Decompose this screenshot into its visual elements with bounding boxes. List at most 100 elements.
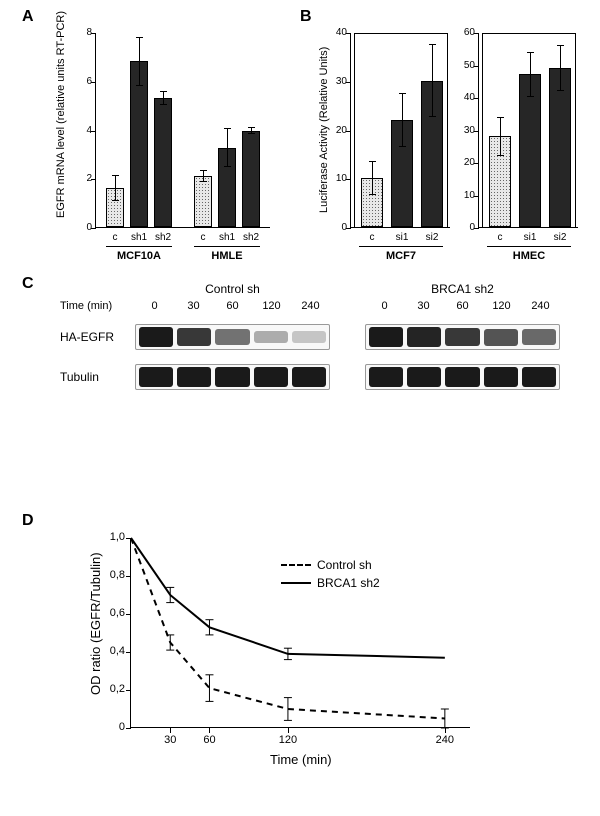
bar [242,131,260,227]
blot-band [254,367,288,387]
y-tick-label: 60 [457,27,475,38]
y-tick-label: 10 [457,190,475,201]
panel-c-blot: Control shBRCA1 sh2Time (min)03060120240… [60,282,550,398]
x-tick-label: c [485,232,515,243]
y-tick-label: 8 [78,27,92,38]
panel-a-plot-area: 02468csh1sh2MCF10Acsh1sh2HMLE [95,33,270,228]
legend: Control sh BRCA1 sh2 [281,556,380,592]
y-tick-label: 2 [78,173,92,184]
timepoint-label: 240 [521,300,560,312]
bar [549,68,571,227]
blot-band [407,327,441,347]
y-tick-label: 30 [457,125,475,136]
x-tick-label: sh1 [214,232,240,243]
panel-b-label: B [300,8,312,26]
y-tick-label: 50 [457,60,475,71]
blot-band [369,327,403,347]
x-tick-label: sh1 [126,232,152,243]
blot-band [177,367,211,387]
blot-band [522,367,556,387]
y-tick-label: 0,6 [99,607,125,619]
x-tick-label: si1 [387,232,417,243]
panel-b-chart: Luciferase Activity (Relative Units) 010… [320,28,580,253]
timepoint-label: 240 [291,300,330,312]
time-label: Time (min) [60,300,131,312]
bar [154,98,172,227]
y-tick-label: 0 [457,222,475,233]
blot-track [135,324,330,350]
y-tick-label: 0,8 [99,569,125,581]
legend-label: BRCA1 sh2 [317,576,380,590]
panel-c-label: C [22,275,34,293]
bar [519,74,541,227]
x-tick-label: c [102,232,128,243]
blot-track [365,324,560,350]
blot-band [292,367,326,387]
y-tick-label: 20 [457,157,475,168]
x-tick-label: si1 [515,232,545,243]
y-tick-label: 0,2 [99,683,125,695]
timepoint-label: 0 [135,300,174,312]
blot-band [254,331,288,344]
timepoint-label: 60 [213,300,252,312]
y-tick-label: 40 [329,27,347,38]
blot-band [484,329,518,346]
panel-d-chart: OD ratio (EGFR/Tubulin) 00,20,40,60,81,0… [80,530,500,775]
group-label: MCF10A [106,250,172,262]
panel-d-plot-area: 00,20,40,60,81,03060120240Control shBRCA… [130,538,470,728]
y-tick-label: 40 [457,92,475,103]
blot-band [215,329,249,345]
x-tick-label: sh2 [238,232,264,243]
panel-d-xtitle: Time (min) [270,752,332,767]
panel-d-label: D [22,512,34,530]
y-tick-label: 10 [329,173,347,184]
blot-band [445,328,479,347]
bar [130,61,148,227]
blot-band [215,367,249,387]
blot-track [365,364,560,390]
y-tick-label: 30 [329,76,347,87]
blot-band [484,367,518,387]
timepoint-label: 30 [174,300,213,312]
blot-band [522,329,556,345]
legend-label: Control sh [317,558,372,572]
blot-band [407,367,441,387]
x-tick-label: sh2 [150,232,176,243]
group-label: HMLE [194,250,260,262]
blot-band [139,327,173,347]
y-tick-label: 6 [78,76,92,87]
blot-row-label: HA-EGFR [60,330,129,344]
group-label: HMEC [479,250,579,262]
x-tick-label: si2 [417,232,447,243]
y-tick-label: 1,0 [99,531,125,543]
blot-band [369,367,403,387]
y-tick-label: 0 [99,721,125,733]
blot-header-right: BRCA1 sh2 [365,282,560,296]
x-tick-label: 60 [195,734,223,746]
panel-b-plot-area: 010203040csi1si2MCF70102030405060csi1si2… [320,28,580,253]
timepoint-label: 30 [404,300,443,312]
panel-a-chart: EGFR mRNA level (relative units RT-PCR) … [55,28,285,253]
timepoint-label: 120 [482,300,521,312]
y-tick-label: 0 [78,222,92,233]
blot-band [292,331,326,342]
timepoint-label: 120 [252,300,291,312]
panel-a-ytitle: EGFR mRNA level (relative units RT-PCR) [55,11,67,218]
timepoint-label: 60 [443,300,482,312]
y-tick-label: 4 [78,125,92,136]
x-tick-label: 120 [274,734,302,746]
x-tick-label: c [190,232,216,243]
blot-band [445,367,479,387]
blot-band [177,328,211,347]
blot-track [135,364,330,390]
x-tick-label: 240 [431,734,459,746]
bar [194,176,212,227]
blot-band [139,367,173,387]
blot-header-left: Control sh [135,282,330,296]
x-tick-label: c [357,232,387,243]
x-tick-label: si2 [545,232,575,243]
y-tick-label: 20 [329,125,347,136]
blot-row-label: Tubulin [60,370,129,384]
y-tick-label: 0 [329,222,347,233]
x-tick-label: 30 [156,734,184,746]
